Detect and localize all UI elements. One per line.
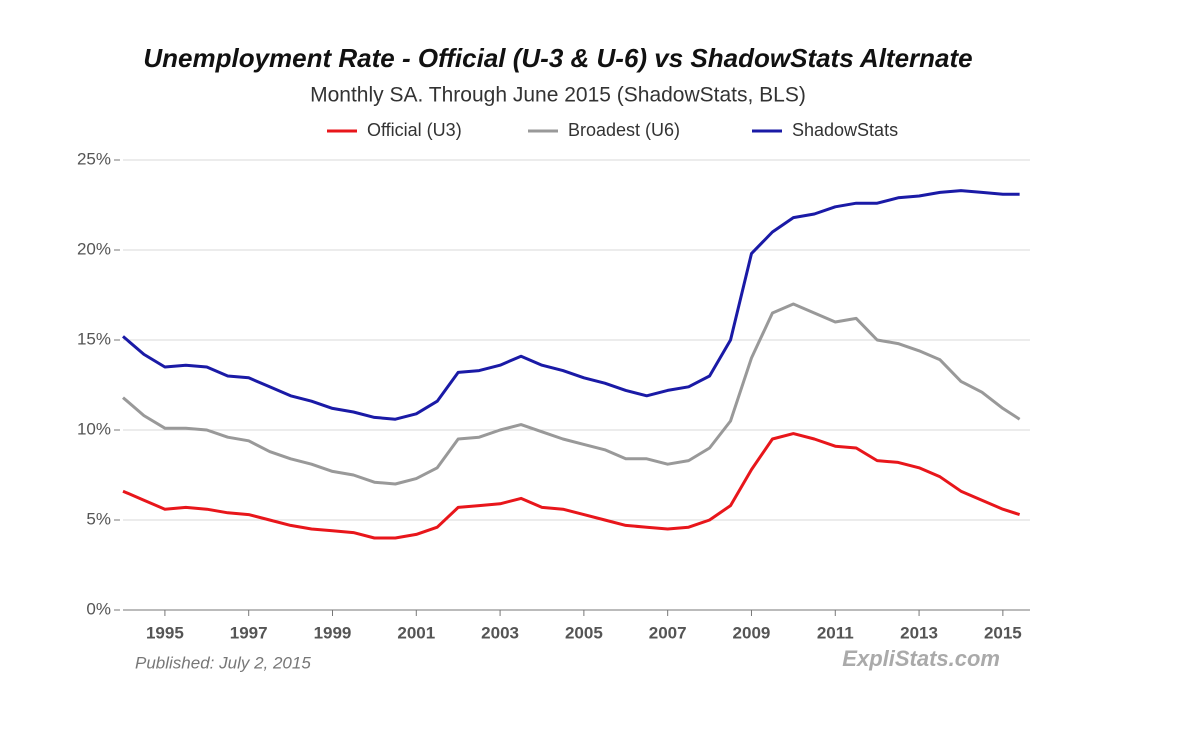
legend-label: Broadest (U6)	[568, 120, 680, 140]
x-tick-label: 2011	[817, 623, 854, 642]
x-tick-label: 1995	[146, 623, 184, 642]
y-tick-label: 10%	[77, 419, 111, 438]
legend-label: Official (U3)	[367, 120, 462, 140]
chart-title: Unemployment Rate - Official (U-3 & U-6)…	[143, 43, 972, 73]
y-tick-label: 0%	[86, 599, 111, 618]
chart-subtitle: Monthly SA. Through June 2015 (ShadowSta…	[310, 84, 806, 107]
x-tick-label: 2007	[649, 623, 687, 642]
y-tick-label: 5%	[86, 509, 111, 528]
series-line	[122, 432, 1021, 540]
x-tick-label: 1997	[230, 623, 268, 642]
x-tick-label: 2009	[733, 623, 771, 642]
series-line	[122, 302, 1021, 486]
x-tick-label: 2001	[397, 623, 435, 642]
y-tick-label: 15%	[77, 329, 111, 348]
source: ExpliStats.com	[842, 646, 1000, 671]
x-tick-label: 1999	[314, 623, 352, 642]
x-tick-label: 2015	[984, 623, 1022, 642]
x-tick-label: 2005	[565, 623, 603, 642]
y-tick-label: 20%	[77, 239, 111, 258]
published-note: Published: July 2, 2015	[135, 653, 311, 672]
legend-label: ShadowStats	[792, 120, 898, 140]
series-line	[122, 189, 1020, 421]
x-tick-label: 2013	[900, 623, 938, 642]
y-tick-label: 25%	[77, 149, 111, 168]
x-tick-label: 2003	[481, 623, 519, 642]
